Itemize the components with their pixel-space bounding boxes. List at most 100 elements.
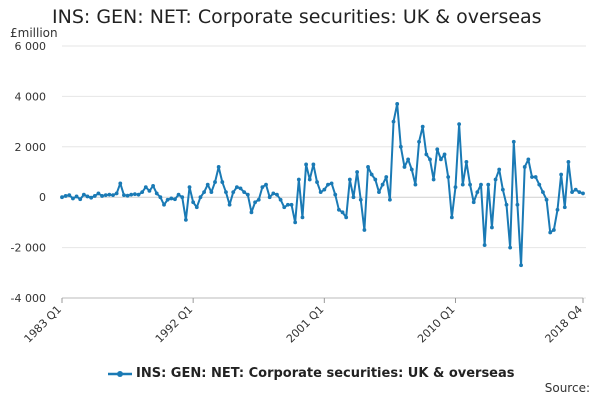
data-point — [151, 183, 155, 188]
data-point — [173, 197, 177, 202]
data-point — [369, 172, 374, 177]
data-point — [428, 157, 432, 162]
data-point — [264, 182, 268, 187]
data-point — [497, 167, 502, 172]
data-point — [446, 175, 451, 179]
data-point — [63, 194, 68, 198]
data-point — [373, 177, 378, 182]
data-point — [253, 200, 257, 205]
data-point — [581, 191, 585, 196]
data-point — [420, 124, 425, 129]
y-tick-label: -4 000 — [11, 292, 46, 305]
data-point — [344, 215, 349, 220]
data-point — [548, 230, 553, 235]
data-point — [275, 192, 279, 197]
data-point — [289, 202, 294, 207]
data-point — [377, 190, 381, 195]
data-point — [96, 191, 101, 196]
data-point — [125, 193, 130, 198]
data-point — [216, 165, 221, 169]
data-point — [194, 205, 199, 210]
data-point — [333, 192, 338, 197]
data-point — [570, 190, 574, 195]
data-point — [380, 182, 385, 187]
data-point — [468, 182, 472, 187]
data-point — [475, 190, 480, 195]
data-point — [329, 181, 334, 186]
data-point — [439, 157, 443, 162]
data-point — [300, 215, 305, 220]
data-point — [92, 194, 97, 198]
x-tick-label: 1983 Q1 — [22, 303, 65, 346]
data-point — [122, 193, 126, 198]
data-point — [60, 195, 64, 200]
y-tick-label: 2 000 — [15, 141, 47, 154]
data-point — [183, 217, 188, 222]
data-point — [388, 197, 392, 202]
data-point — [307, 177, 312, 182]
data-point — [515, 202, 520, 207]
data-point — [577, 190, 582, 195]
data-point — [132, 192, 137, 197]
data-point — [490, 225, 494, 230]
x-tick-label: 1992 Q1 — [153, 303, 196, 346]
data-point — [256, 197, 261, 202]
data-point — [409, 167, 414, 172]
data-point — [519, 263, 523, 268]
data-point — [231, 190, 236, 195]
chart-legend: INS: GEN: NET: Corporate securities: UK … — [108, 366, 515, 381]
data-point — [347, 177, 352, 182]
data-point — [67, 193, 72, 198]
data-point — [449, 215, 454, 220]
data-point — [162, 202, 166, 207]
legend-series-label: INS: GEN: NET: Corporate securities: UK … — [136, 366, 515, 381]
data-point — [282, 205, 287, 210]
data-point — [398, 144, 403, 149]
data-point — [362, 228, 367, 232]
data-point — [176, 192, 181, 197]
x-tick-label: 2018 Q4 — [543, 303, 586, 346]
data-point — [541, 190, 545, 195]
data-point — [100, 194, 104, 198]
data-point — [238, 186, 243, 191]
data-point — [566, 160, 571, 164]
data-point — [81, 192, 86, 197]
data-point — [417, 139, 421, 144]
y-axis-unit-label: £million — [10, 26, 58, 40]
data-point — [271, 191, 276, 196]
data-point — [340, 210, 345, 215]
data-point — [355, 170, 360, 174]
data-point — [322, 187, 327, 192]
data-point — [358, 197, 363, 202]
data-point — [464, 160, 469, 164]
data-point — [402, 165, 407, 169]
data-point — [435, 147, 440, 152]
data-point — [504, 202, 509, 207]
data-point — [89, 195, 94, 200]
data-point — [165, 197, 170, 202]
data-point — [315, 180, 319, 184]
data-point — [336, 207, 341, 212]
data-point — [285, 202, 290, 207]
data-point — [111, 193, 115, 198]
legend-marker-icon — [108, 370, 132, 377]
data-point — [511, 139, 516, 144]
data-point — [573, 187, 578, 192]
data-point — [202, 190, 206, 195]
data-point — [453, 185, 458, 190]
data-point — [395, 102, 400, 106]
y-tick-label: 6 000 — [15, 40, 47, 53]
x-tick-label: 2001 Q1 — [284, 303, 327, 346]
data-point — [154, 191, 159, 196]
data-point — [260, 185, 265, 190]
data-point — [406, 157, 411, 162]
data-point — [140, 190, 145, 195]
data-point — [143, 185, 148, 190]
data-point — [391, 119, 396, 124]
data-point — [442, 152, 447, 157]
data-point — [245, 192, 250, 197]
data-point — [187, 185, 192, 190]
data-point — [158, 195, 163, 200]
data-point — [559, 172, 564, 177]
